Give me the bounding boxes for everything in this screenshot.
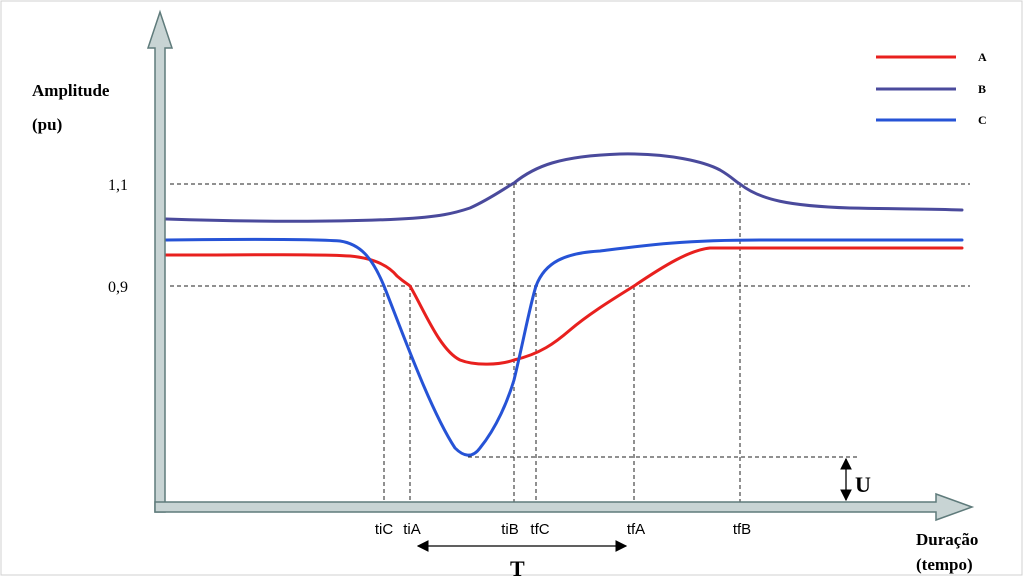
x-marker-tfA: tfA xyxy=(627,521,645,538)
x-marker-tiC: tiC xyxy=(375,521,394,538)
x-axis-title-line1: Duração xyxy=(916,530,978,549)
x-marker-tiA: tiA xyxy=(403,521,421,538)
curve-a xyxy=(164,246,964,366)
legend-label-b: B xyxy=(978,82,986,96)
x-marker-tfB: tfB xyxy=(733,521,751,538)
y-axis-title-line2: (pu) xyxy=(32,115,62,134)
x-axis-title-line2: (tempo) xyxy=(916,555,973,574)
x-marker-tfC: tfC xyxy=(530,521,549,538)
curve-c xyxy=(164,237,964,457)
depth-label: U xyxy=(855,472,871,497)
y-tick-1-1: 1,1 xyxy=(108,177,128,194)
legend: A B C xyxy=(876,50,987,127)
curve-b xyxy=(164,152,964,223)
legend-label-c: C xyxy=(978,113,987,127)
x-marker-tiB: tiB xyxy=(501,521,519,538)
x-axis-arrow xyxy=(154,492,975,522)
legend-label-a: A xyxy=(978,50,987,64)
duration-label: T xyxy=(510,556,525,576)
y-tick-0-9: 0,9 xyxy=(108,279,128,296)
y-axis-title-line1: Amplitude xyxy=(32,81,110,100)
y-axis-arrow xyxy=(146,9,174,513)
